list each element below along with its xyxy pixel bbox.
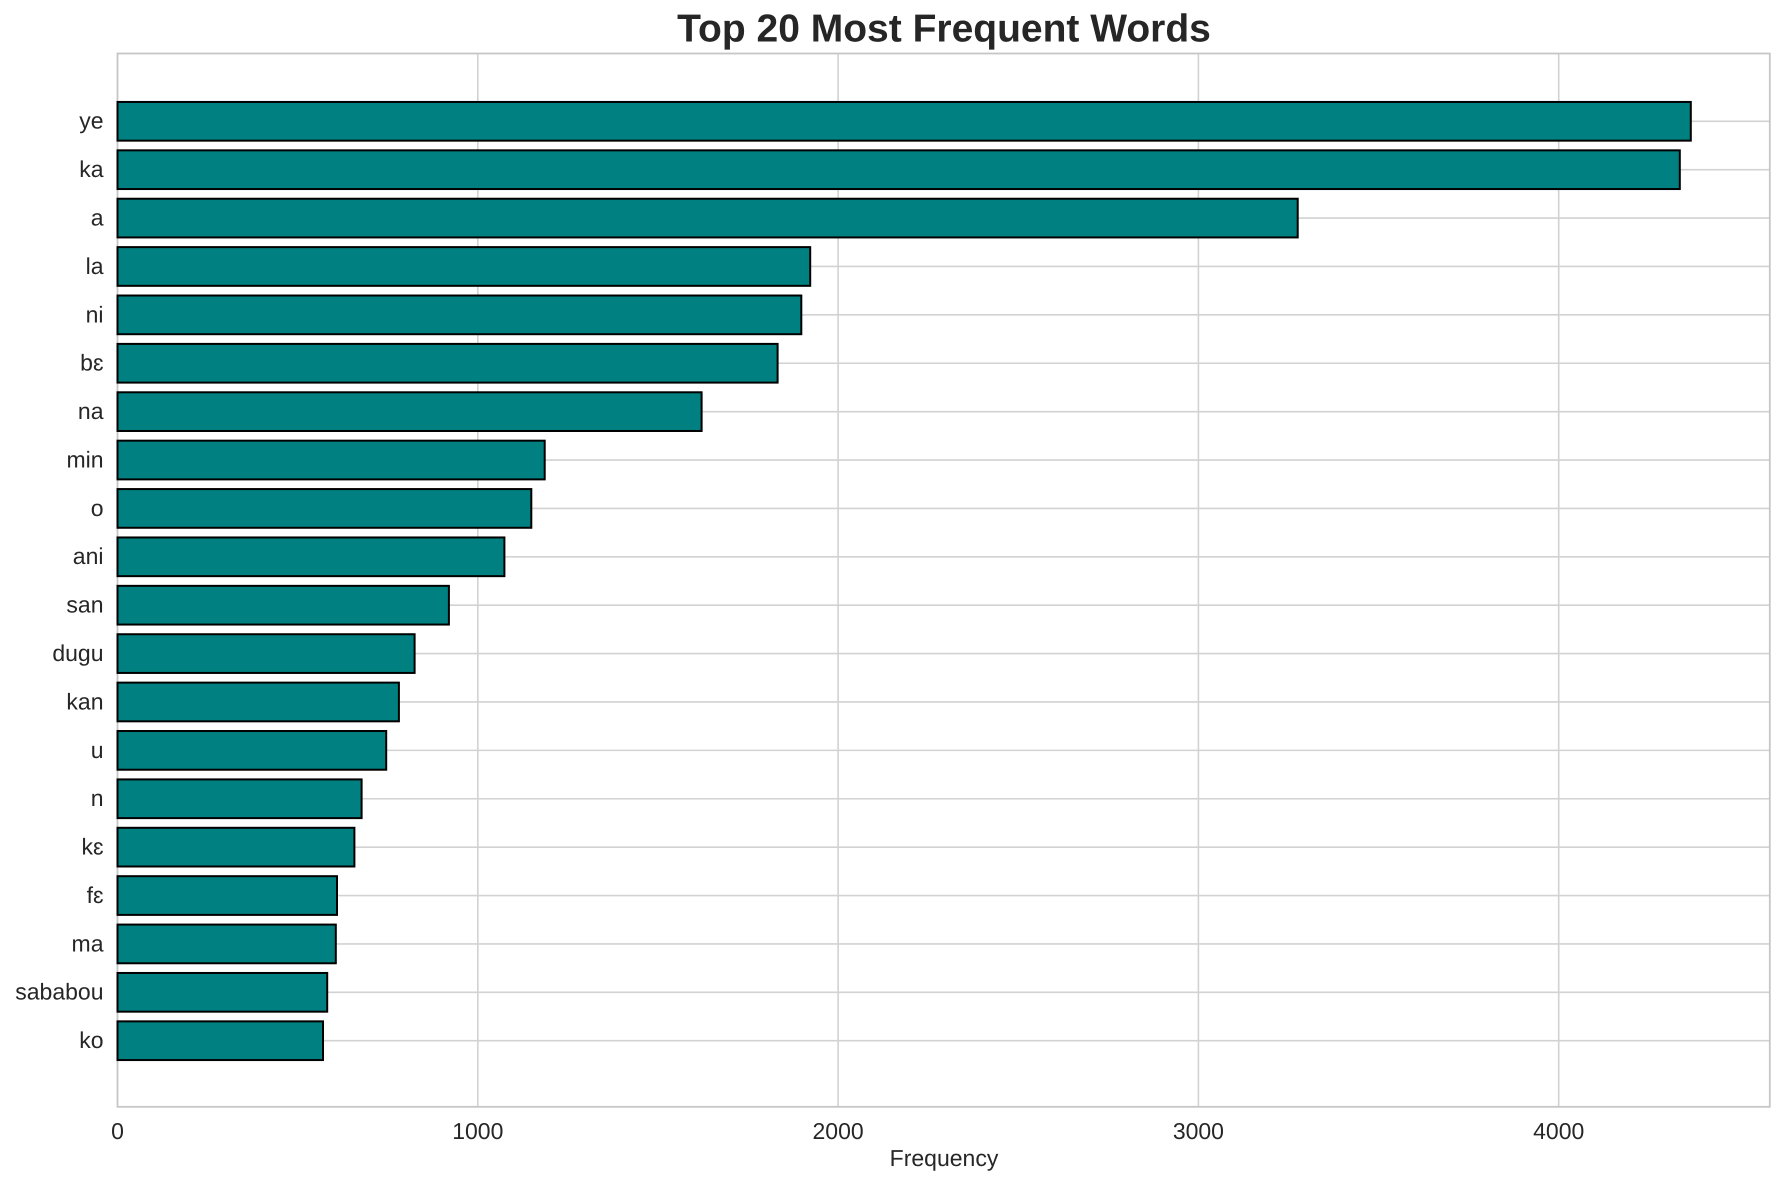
svg-text:1000: 1000: [452, 1118, 503, 1144]
svg-text:min: min: [66, 446, 103, 472]
svg-text:ko: ko: [79, 1027, 103, 1053]
svg-text:u: u: [91, 737, 104, 763]
svg-text:3000: 3000: [1173, 1118, 1224, 1144]
svg-text:o: o: [91, 495, 104, 521]
svg-text:ye: ye: [79, 108, 103, 134]
svg-text:2000: 2000: [813, 1118, 864, 1144]
svg-text:la: la: [86, 253, 104, 279]
svg-text:san: san: [66, 592, 103, 618]
svg-text:dugu: dugu: [52, 640, 103, 666]
svg-text:bɛ: bɛ: [80, 350, 103, 376]
svg-text:kan: kan: [66, 688, 103, 714]
svg-text:Frequency: Frequency: [890, 1145, 999, 1171]
svg-text:ma: ma: [72, 930, 104, 956]
svg-text:Top 20 Most Frequent Words: Top 20 Most Frequent Words: [677, 7, 1211, 50]
svg-text:n: n: [91, 785, 104, 811]
svg-text:kɛ: kɛ: [81, 834, 103, 860]
svg-text:a: a: [91, 204, 104, 230]
svg-text:sababou: sababou: [15, 979, 103, 1005]
svg-text:ani: ani: [73, 543, 104, 569]
svg-text:na: na: [78, 398, 104, 424]
svg-text:0: 0: [111, 1118, 124, 1144]
svg-text:ni: ni: [86, 301, 104, 327]
svg-text:4000: 4000: [1533, 1118, 1584, 1144]
svg-text:ka: ka: [79, 156, 104, 182]
svg-text:fɛ: fɛ: [87, 882, 104, 908]
